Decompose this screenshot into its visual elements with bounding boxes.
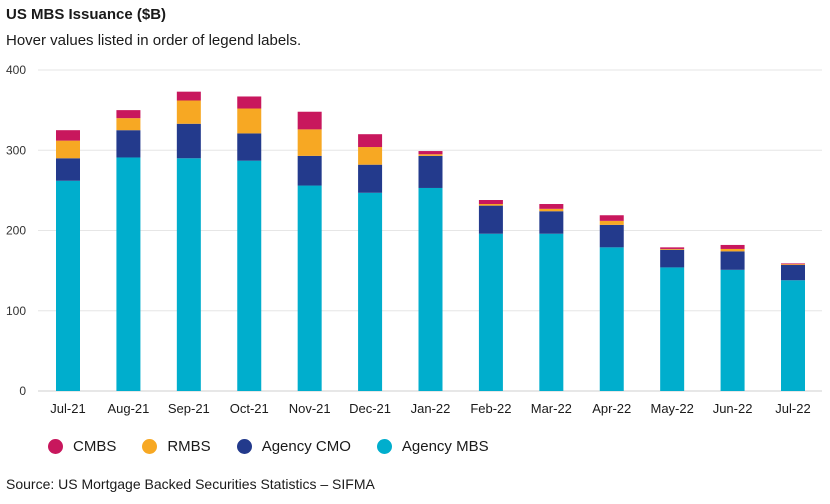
bar-segment-cmbs[interactable] bbox=[539, 204, 564, 209]
y-tick-label: 0 bbox=[19, 384, 26, 398]
bar-segment-agency-mbs[interactable] bbox=[116, 157, 141, 391]
legend-label: Agency CMO bbox=[261, 438, 351, 455]
bar-segment-agency-cmo[interactable] bbox=[297, 155, 322, 186]
x-tick-label: Jul-22 bbox=[775, 401, 810, 416]
x-tick-label: Nov-21 bbox=[289, 401, 331, 416]
legend-swatch bbox=[48, 439, 63, 454]
bar-segment-agency-cmo[interactable] bbox=[599, 224, 624, 248]
bar-segment-rmbs[interactable] bbox=[599, 220, 624, 225]
bar-segment-cmbs[interactable] bbox=[116, 110, 141, 119]
x-tick-label: Dec-21 bbox=[349, 401, 391, 416]
x-tick-label: Apr-22 bbox=[592, 401, 631, 416]
legend-item-agency-cmo[interactable]: Agency CMO bbox=[236, 438, 351, 455]
bar-segment-rmbs[interactable] bbox=[418, 154, 443, 156]
bar-segment-cmbs[interactable] bbox=[781, 263, 805, 265]
bar-segment-rmbs[interactable] bbox=[781, 264, 805, 266]
legend-item-agency-mbs[interactable]: Agency MBS bbox=[376, 438, 489, 455]
bar-segment-rmbs[interactable] bbox=[539, 208, 564, 212]
bar-segment-agency-cmo[interactable] bbox=[358, 164, 383, 193]
x-tick-label: Jun-22 bbox=[713, 401, 753, 416]
y-tick-label: 100 bbox=[6, 304, 26, 318]
bar-segment-agency-mbs[interactable] bbox=[720, 269, 745, 391]
source-note: Source: US Mortgage Backed Securities St… bbox=[6, 476, 375, 492]
legend-swatch bbox=[142, 439, 158, 454]
bar-segment-rmbs[interactable] bbox=[297, 129, 322, 156]
bar-segment-cmbs[interactable] bbox=[660, 247, 685, 249]
bar-segment-agency-cmo[interactable] bbox=[478, 205, 503, 234]
chart-title: US MBS Issuance ($B) bbox=[6, 6, 167, 23]
bar-segment-agency-mbs[interactable] bbox=[176, 158, 201, 391]
y-tick-label: 400 bbox=[6, 63, 26, 77]
bar-segment-agency-mbs[interactable] bbox=[478, 233, 503, 391]
bar-segment-rmbs[interactable] bbox=[660, 248, 685, 250]
bar-segment-cmbs[interactable] bbox=[358, 134, 383, 148]
bar-segment-cmbs[interactable] bbox=[56, 130, 80, 141]
y-tick-label: 300 bbox=[6, 143, 26, 157]
bar-segment-rmbs[interactable] bbox=[358, 147, 383, 165]
chart-legend: CMBS RMBS Agency CMO Agency MBS bbox=[48, 438, 515, 455]
bar-segment-rmbs[interactable] bbox=[720, 248, 745, 252]
bar-segment-agency-cmo[interactable] bbox=[56, 158, 80, 181]
bar-segment-rmbs[interactable] bbox=[56, 140, 80, 159]
legend-label: CMBS bbox=[73, 438, 117, 455]
bar-segment-agency-mbs[interactable] bbox=[781, 280, 805, 391]
bar-segment-rmbs[interactable] bbox=[478, 204, 503, 206]
bar-segment-agency-cmo[interactable] bbox=[781, 265, 805, 281]
x-tick-label: Jul-21 bbox=[50, 401, 85, 416]
bar-segment-agency-cmo[interactable] bbox=[116, 130, 141, 158]
bar-segment-agency-cmo[interactable] bbox=[176, 123, 201, 159]
bar-segment-agency-mbs[interactable] bbox=[539, 233, 564, 391]
bar-segment-agency-mbs[interactable] bbox=[237, 160, 262, 391]
bar-segment-agency-mbs[interactable] bbox=[358, 192, 383, 391]
legend-item-cmbs[interactable]: CMBS bbox=[48, 438, 116, 455]
bar-segment-agency-cmo[interactable] bbox=[237, 133, 262, 161]
legend-item-rmbs[interactable]: RMBS bbox=[142, 438, 211, 455]
bar-segment-agency-mbs[interactable] bbox=[418, 187, 443, 391]
bar-segment-agency-mbs[interactable] bbox=[599, 247, 624, 391]
bar-segment-agency-mbs[interactable] bbox=[660, 267, 685, 391]
bar-segment-rmbs[interactable] bbox=[116, 118, 141, 131]
bar-segment-cmbs[interactable] bbox=[418, 151, 443, 155]
bar-segment-agency-mbs[interactable] bbox=[297, 185, 322, 391]
bar-segment-agency-cmo[interactable] bbox=[418, 155, 443, 188]
legend-label: Agency MBS bbox=[401, 438, 489, 455]
legend-label: RMBS bbox=[167, 438, 211, 455]
x-tick-label: May-22 bbox=[650, 401, 693, 416]
bar-segment-cmbs[interactable] bbox=[720, 244, 745, 249]
legend-swatch bbox=[236, 439, 252, 454]
chart-subtitle: Hover values listed in order of legend l… bbox=[6, 32, 302, 49]
x-tick-label: Sep-21 bbox=[168, 401, 210, 416]
bar-segment-cmbs[interactable] bbox=[478, 200, 503, 205]
bar-segment-cmbs[interactable] bbox=[599, 215, 624, 221]
bar-segment-rmbs[interactable] bbox=[237, 108, 262, 134]
bar-segment-cmbs[interactable] bbox=[297, 111, 322, 130]
legend-swatch bbox=[376, 439, 392, 454]
bar-segment-agency-cmo[interactable] bbox=[720, 251, 745, 270]
bar-segment-agency-mbs[interactable] bbox=[56, 180, 80, 391]
x-tick-label: Feb-22 bbox=[470, 401, 511, 416]
bar-segment-cmbs[interactable] bbox=[176, 91, 201, 101]
stacked-bar-chart: 0 100 200 300 400 Jul-21 Aug-21 Sep-21 Oct-21 Nov… bbox=[6, 63, 822, 416]
y-tick-label: 200 bbox=[6, 224, 26, 238]
bar-segment-agency-cmo[interactable] bbox=[539, 211, 564, 234]
x-tick-label: Oct-21 bbox=[230, 401, 269, 416]
bar-segment-rmbs[interactable] bbox=[176, 100, 201, 124]
x-tick-label: Jan-22 bbox=[411, 401, 451, 416]
x-tick-label: Mar-22 bbox=[531, 401, 572, 416]
bar-segment-cmbs[interactable] bbox=[237, 96, 262, 109]
bar-segment-agency-cmo[interactable] bbox=[660, 249, 685, 268]
x-tick-label: Aug-21 bbox=[107, 401, 149, 416]
